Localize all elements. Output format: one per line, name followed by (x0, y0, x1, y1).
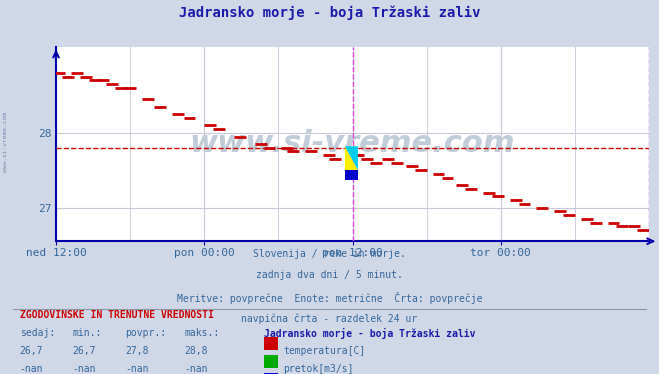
Text: www.si-vreme.com: www.si-vreme.com (3, 112, 8, 172)
Text: Meritve: povprečne  Enote: metrične  Črta: povprečje: Meritve: povprečne Enote: metrične Črta:… (177, 292, 482, 304)
Text: 26,7: 26,7 (20, 346, 43, 356)
Text: Slovenija / reke in morje.: Slovenija / reke in morje. (253, 249, 406, 259)
Polygon shape (345, 170, 358, 180)
Text: 26,7: 26,7 (72, 346, 96, 356)
Polygon shape (345, 146, 358, 170)
Text: Jadransko morje - boja Tržaski zaliv: Jadransko morje - boja Tržaski zaliv (264, 328, 475, 339)
Text: -nan: -nan (72, 364, 96, 374)
Text: 27,8: 27,8 (125, 346, 149, 356)
Text: Jadransko morje - boja Tržaski zaliv: Jadransko morje - boja Tržaski zaliv (179, 6, 480, 20)
Text: temperatura[C]: temperatura[C] (283, 346, 366, 356)
Text: zadnja dva dni / 5 minut.: zadnja dva dni / 5 minut. (256, 270, 403, 280)
Text: sedaj:: sedaj: (20, 328, 55, 338)
Text: ZGODOVINSKE IN TRENUTNE VREDNOSTI: ZGODOVINSKE IN TRENUTNE VREDNOSTI (20, 310, 214, 321)
Text: povpr.:: povpr.: (125, 328, 166, 338)
Text: -nan: -nan (185, 364, 208, 374)
Text: -nan: -nan (125, 364, 149, 374)
Text: pretok[m3/s]: pretok[m3/s] (283, 364, 354, 374)
Text: navpična črta - razdelek 24 ur: navpična črta - razdelek 24 ur (241, 314, 418, 324)
Polygon shape (345, 146, 358, 170)
Text: min.:: min.: (72, 328, 102, 338)
Text: maks.:: maks.: (185, 328, 219, 338)
Text: -nan: -nan (20, 364, 43, 374)
Text: www.si-vreme.com: www.si-vreme.com (190, 129, 515, 159)
Text: 28,8: 28,8 (185, 346, 208, 356)
